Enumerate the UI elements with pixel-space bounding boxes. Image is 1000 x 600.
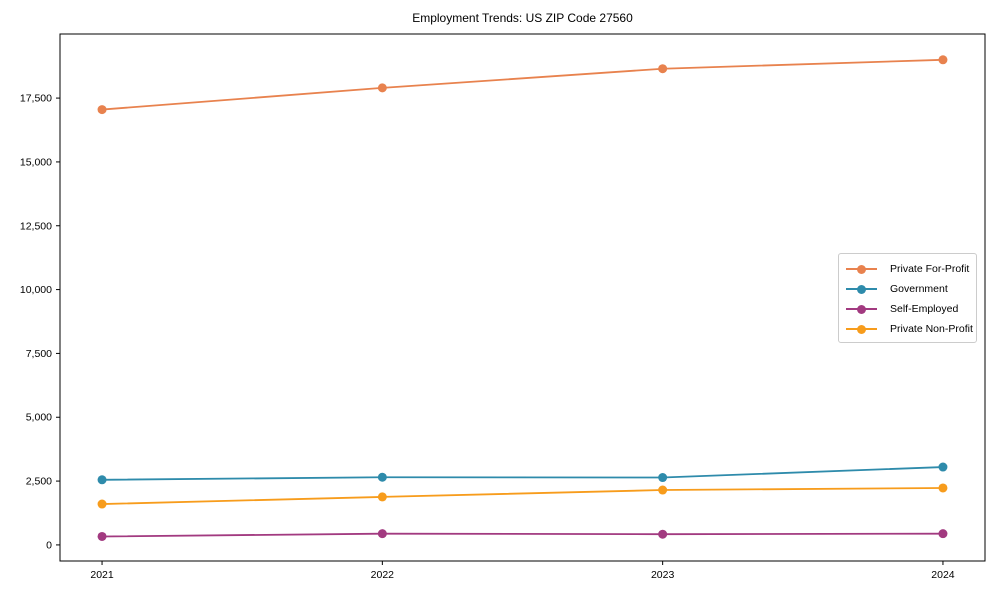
legend-marker-icon bbox=[846, 284, 877, 294]
series-line-private-for-profit bbox=[101, 58, 944, 111]
x-tick-label: 2024 bbox=[931, 569, 955, 581]
series-line-government bbox=[101, 466, 944, 481]
x-tick-label: 2023 bbox=[651, 569, 675, 581]
data-point-self-employed bbox=[938, 529, 948, 539]
series-line-self-employed bbox=[101, 532, 944, 538]
legend: Private For-Profit Government Self-Employe… bbox=[838, 253, 977, 343]
data-point-government bbox=[377, 472, 387, 482]
chart-title: Employment Trends: US ZIP Code 27560 bbox=[412, 11, 633, 25]
legend-entry-private-non-profit: Private Non-Profit bbox=[846, 319, 973, 339]
y-tick-label: 2,500 bbox=[26, 476, 52, 488]
y-tick-label: 12,500 bbox=[20, 220, 52, 232]
data-point-government bbox=[97, 475, 107, 485]
legend-marker-icon bbox=[846, 264, 877, 274]
x-tick-label: 2021 bbox=[90, 569, 114, 581]
y-tick-label: 7,500 bbox=[26, 348, 52, 360]
plot-frame bbox=[59, 33, 986, 562]
data-point-government bbox=[938, 462, 948, 472]
legend-label: Private For-Profit bbox=[890, 263, 970, 275]
data-point-private-non-profit bbox=[377, 492, 387, 502]
data-point-private-non-profit bbox=[938, 483, 948, 493]
data-point-self-employed bbox=[658, 529, 668, 539]
legend-label: Government bbox=[890, 283, 948, 295]
legend-entry-private-for-profit: Private For-Profit bbox=[846, 259, 970, 279]
data-point-private-for-profit bbox=[97, 105, 107, 115]
legend-marker-icon bbox=[846, 324, 877, 334]
data-point-private-for-profit bbox=[658, 64, 668, 74]
y-tick-label: 10,000 bbox=[20, 284, 52, 296]
data-point-private-non-profit bbox=[658, 485, 668, 495]
data-point-government bbox=[658, 473, 668, 483]
data-point-private-for-profit bbox=[377, 83, 387, 93]
x-tick-label: 2022 bbox=[371, 569, 395, 581]
series-line-private-non-profit bbox=[101, 487, 944, 505]
data-point-self-employed bbox=[377, 529, 387, 539]
legend-marker-icon bbox=[846, 304, 877, 314]
legend-entry-government: Government bbox=[846, 279, 968, 299]
y-tick-label: 5,000 bbox=[26, 412, 52, 424]
y-tick-label: 0 bbox=[46, 539, 52, 551]
data-point-private-non-profit bbox=[97, 499, 107, 509]
data-point-self-employed bbox=[97, 531, 107, 541]
legend-label: Private Non-Profit bbox=[890, 323, 973, 335]
legend-entry-self-employed: Self-Employed bbox=[846, 299, 968, 319]
y-tick-label: 17,500 bbox=[20, 93, 52, 105]
legend-label: Self-Employed bbox=[890, 303, 959, 315]
data-point-private-for-profit bbox=[938, 55, 948, 65]
y-tick-label: 15,000 bbox=[20, 156, 52, 168]
